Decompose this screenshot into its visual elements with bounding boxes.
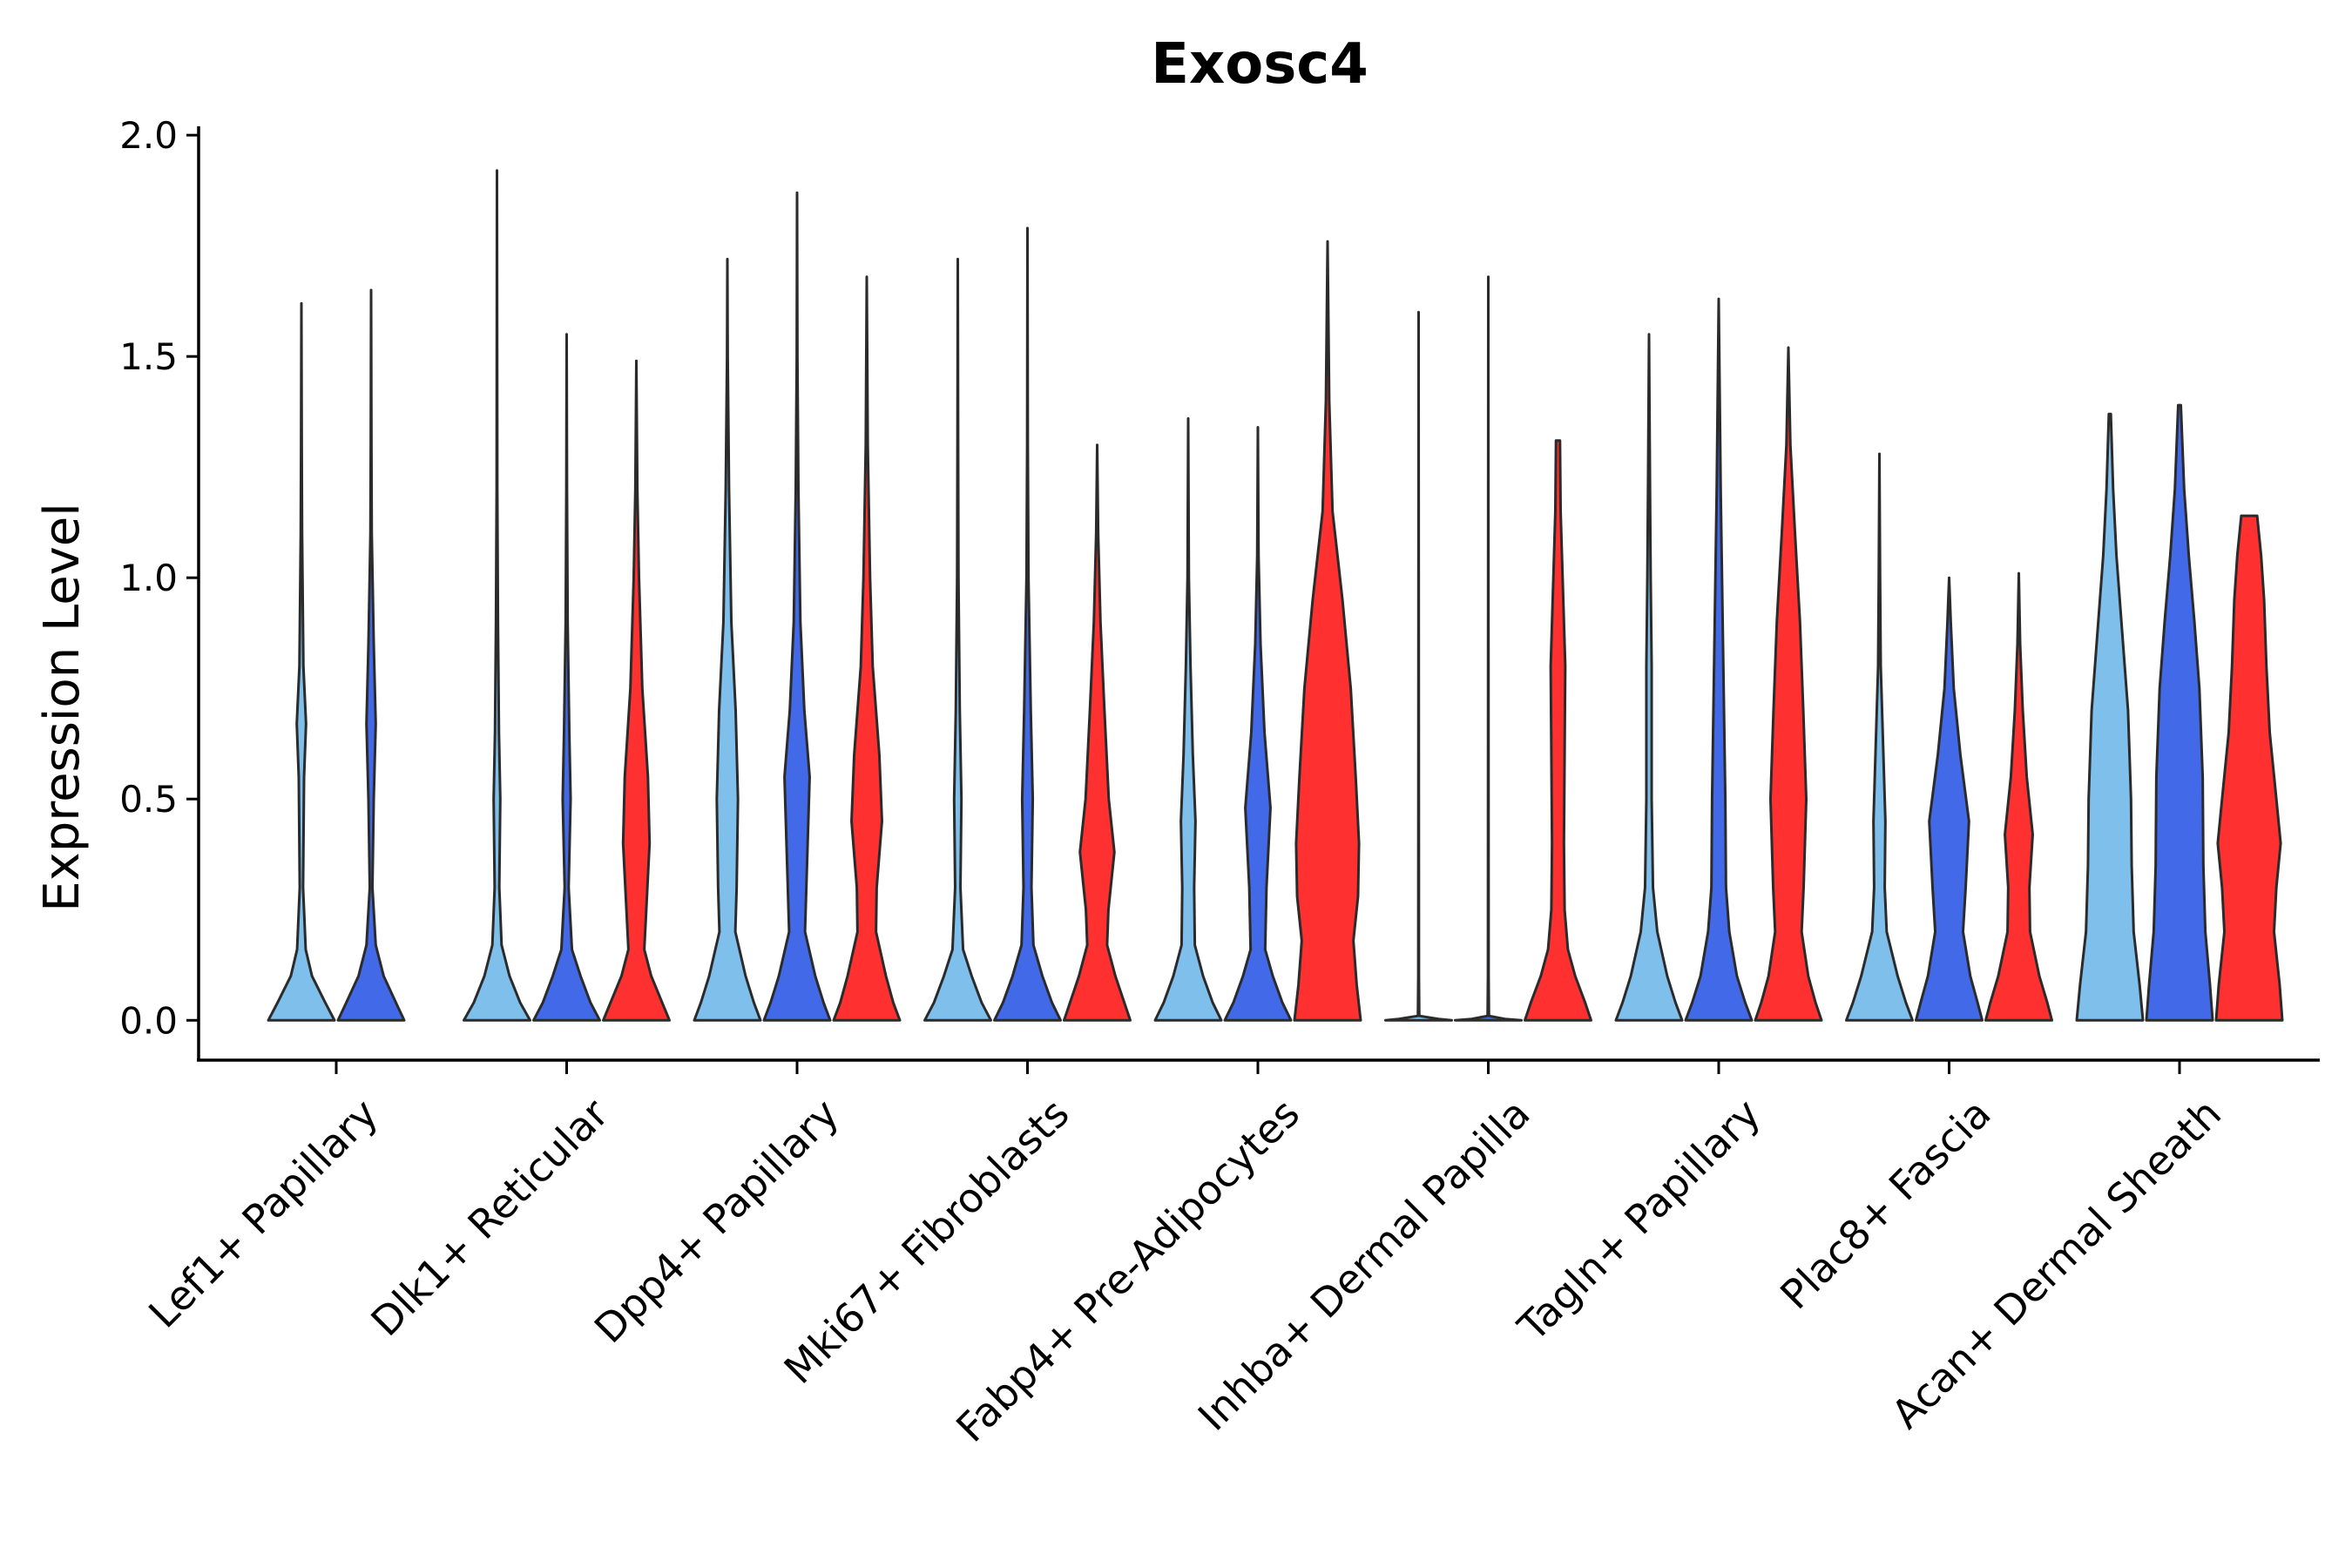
violin-5-2 xyxy=(1524,439,1592,1022)
violin-2-1 xyxy=(762,191,832,1022)
violin-8-2 xyxy=(2214,514,2284,1022)
violin-7-0 xyxy=(1845,452,1914,1022)
y-tick-label: 1.0 xyxy=(119,557,178,599)
x-tick-label: Lef1+ Papillary xyxy=(139,1090,387,1337)
violin-3-0 xyxy=(923,257,992,1022)
violin-1-2 xyxy=(602,359,671,1022)
violin-7-1 xyxy=(1915,576,1984,1022)
x-tick-label: Dpp4+ Papillary xyxy=(585,1090,848,1352)
x-tick-label: Tagln+ Papillary xyxy=(1509,1090,1770,1351)
violin-1-1 xyxy=(532,333,601,1022)
violin-3-2 xyxy=(1063,443,1132,1022)
violin-0-1 xyxy=(336,288,406,1022)
y-ticks: 0.0 0.5 1.0 1.5 2.0 xyxy=(119,114,199,1042)
x-tick-label: Plac8+ Fascia xyxy=(1771,1090,1999,1318)
violin-1-0 xyxy=(463,169,531,1022)
violin-4-1 xyxy=(1223,425,1293,1022)
y-tick-label: 1.5 xyxy=(119,335,178,378)
violin-4-0 xyxy=(1153,416,1223,1022)
y-tick-label: 0.0 xyxy=(119,999,178,1042)
x-tick-label: Dlk1+ Reticular xyxy=(362,1090,617,1345)
violin-4-2 xyxy=(1293,240,1362,1022)
violin-0-0 xyxy=(267,301,336,1022)
violin-3-1 xyxy=(993,226,1062,1022)
violin-group xyxy=(267,169,2284,1022)
violin-8-0 xyxy=(2075,412,2145,1022)
y-tick-label: 0.5 xyxy=(119,778,178,821)
violin-7-2 xyxy=(1984,571,2053,1022)
violin-5-0 xyxy=(1384,310,1453,1022)
violin-6-1 xyxy=(1684,297,1754,1022)
y-axis-label: Expression Level xyxy=(34,503,91,912)
violin-2-0 xyxy=(693,257,762,1022)
chart-title: Exosc4 xyxy=(1151,32,1369,97)
violin-6-2 xyxy=(1754,346,1823,1022)
y-tick-label: 2.0 xyxy=(119,114,178,157)
violin-2-2 xyxy=(832,275,902,1022)
violin-8-1 xyxy=(2145,403,2214,1022)
violin-5-1 xyxy=(1454,275,1523,1022)
violin-6-0 xyxy=(1614,333,1684,1022)
